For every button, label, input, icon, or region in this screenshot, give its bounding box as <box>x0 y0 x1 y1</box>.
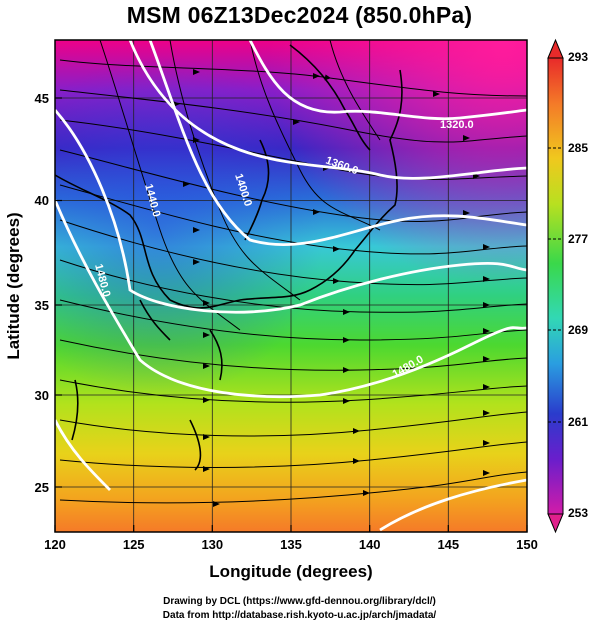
x-tick-label: 150 <box>516 537 538 552</box>
contour-label-1320: 1320.0 <box>440 119 474 131</box>
credit-drawing: Drawing by DCL (https://www.gfd-dennou.o… <box>163 596 436 607</box>
y-axis-label: Latitude (degrees) <box>4 212 23 359</box>
wind-arrows <box>173 69 490 507</box>
colorbar-label: 261 <box>568 415 588 429</box>
y-tick-label: 40 <box>35 193 49 208</box>
colorbar-label: 253 <box>568 506 588 520</box>
x-tick-label: 120 <box>44 537 66 552</box>
y-tick-label: 35 <box>35 298 49 313</box>
x-tick-label: 135 <box>280 537 302 552</box>
colorbar-label: 269 <box>568 323 588 337</box>
y-tick-label: 30 <box>35 388 49 403</box>
y-tick-label: 45 <box>35 91 49 106</box>
x-tick-label: 125 <box>123 537 145 552</box>
x-axis-label: Longitude (degrees) <box>209 562 372 581</box>
y-tick-label: 25 <box>35 480 49 495</box>
colorbar-label: 293 <box>568 50 588 64</box>
y-tick-labels: 25 30 35 40 45 <box>35 91 49 495</box>
colorbar: 293 285 277 269 261 253 <box>547 38 588 534</box>
x-tick-label: 130 <box>201 537 223 552</box>
colorbar-min-arrow <box>547 513 564 534</box>
x-tick-label: 140 <box>359 537 381 552</box>
x-tick-label: 145 <box>437 537 459 552</box>
axis-ticks <box>54 97 528 532</box>
credit-data-source: Data from http://database.rish.kyoto-u.a… <box>162 610 437 621</box>
colorbar-max-arrow <box>547 38 564 59</box>
colorbar-label: 277 <box>568 232 588 246</box>
map-title: MSM 06Z13Dec2024 (850.0hPa) <box>126 2 473 28</box>
x-tick-labels: 120 125 130 135 140 145 150 <box>44 537 538 552</box>
colorbar-label: 285 <box>568 141 588 155</box>
geopotential-contours <box>55 40 527 532</box>
